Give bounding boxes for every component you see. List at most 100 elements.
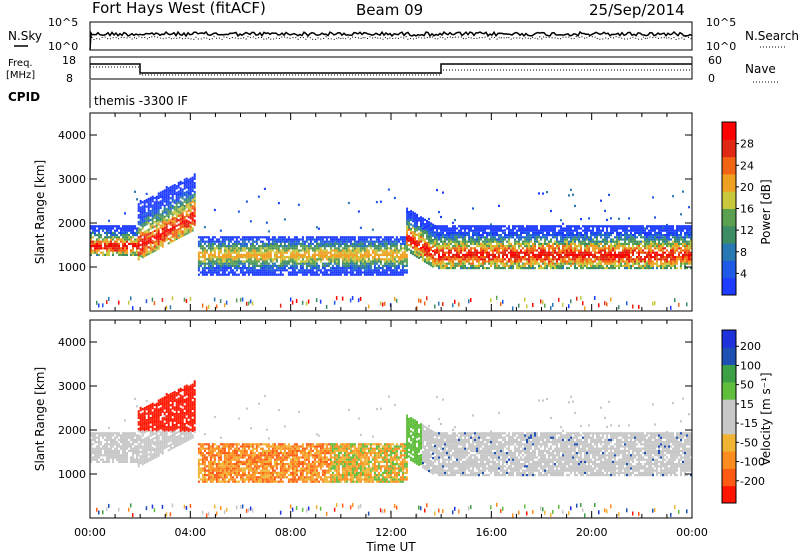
power-cell [363, 253, 366, 256]
power-cell [321, 251, 324, 254]
power-cell [658, 242, 660, 245]
power-cell [648, 240, 650, 243]
power-cell [460, 242, 462, 245]
power-cell [102, 251, 104, 254]
power-cell [612, 240, 614, 243]
power-cell [498, 229, 500, 232]
power-cell [295, 258, 298, 261]
power-cell [293, 260, 296, 263]
power-cell [231, 258, 234, 261]
power-cell [536, 249, 538, 252]
power-cell [542, 242, 544, 245]
power-cell [189, 228, 192, 231]
power-cell [147, 217, 150, 220]
power-cell [217, 262, 220, 265]
power-cell [289, 260, 292, 263]
power-cell [299, 249, 302, 252]
power-cell [357, 271, 360, 274]
power-cell [486, 249, 488, 252]
power-cell [604, 301, 606, 306]
power-cell [116, 225, 118, 228]
power-cell [295, 264, 298, 267]
power-cell [136, 234, 138, 237]
power-cell [387, 267, 390, 270]
power-cell [355, 249, 358, 252]
power-cell [658, 238, 660, 241]
power-cell [492, 245, 494, 248]
power-cell [147, 213, 150, 216]
power-cell [279, 238, 282, 241]
power-cell [209, 262, 212, 265]
power-cell [656, 267, 658, 270]
power-cell [610, 242, 612, 245]
power-cell [217, 247, 220, 250]
power-cell [572, 249, 574, 252]
power-cell [301, 247, 304, 250]
power-cell [522, 229, 524, 232]
power-cell [90, 238, 92, 241]
power-cell [664, 267, 666, 270]
power-cell [532, 260, 534, 263]
power-cell [628, 258, 630, 261]
power-cell [327, 269, 330, 272]
power-cell [141, 201, 144, 204]
power-cell [399, 247, 402, 250]
power-cell [626, 260, 628, 263]
power-cell [490, 298, 492, 303]
power-cell [171, 213, 174, 216]
power-cell [530, 249, 532, 252]
power-cell [524, 264, 526, 267]
power-cell [303, 271, 306, 274]
power-cell [658, 264, 660, 267]
power-cell [418, 250, 420, 253]
power-cell [363, 236, 366, 239]
power-cell [151, 219, 154, 223]
power-cell [594, 249, 596, 252]
power-cell [510, 251, 512, 254]
power-cell [450, 258, 452, 261]
power-cell [299, 271, 302, 274]
power-cell [464, 256, 466, 259]
power-cell [343, 247, 346, 250]
power-cell [375, 251, 378, 254]
power-cell [648, 251, 650, 254]
power-cell [586, 249, 588, 252]
power-cell [171, 215, 174, 218]
power-cell [177, 184, 180, 187]
power-cell [586, 242, 588, 245]
power-cell [660, 262, 662, 265]
power-cell [343, 271, 346, 274]
power-cell [454, 299, 456, 304]
power-cell [365, 240, 368, 243]
power-cell [478, 245, 480, 248]
power-cell [406, 245, 409, 248]
power-cell [426, 237, 428, 240]
power-cell [375, 260, 378, 263]
power-cell [255, 251, 258, 254]
power-cell [494, 240, 496, 243]
power-cell [339, 242, 342, 245]
power-cell [504, 267, 506, 270]
power-cell [598, 245, 600, 248]
power-cell [670, 231, 672, 234]
power-cell [139, 235, 142, 238]
power-cell [189, 186, 192, 189]
power-cell [203, 262, 206, 265]
power-cell [500, 242, 502, 245]
power-cell [406, 231, 409, 234]
power-cell [486, 236, 488, 239]
power-cell [339, 240, 342, 243]
power-cell [385, 256, 388, 259]
power-cell [604, 209, 606, 212]
power-cell [149, 240, 152, 243]
power-cell [375, 236, 378, 239]
power-cell [289, 240, 292, 243]
power-cell [598, 251, 600, 254]
power-cell [173, 221, 176, 224]
power-cell [520, 227, 522, 230]
power-cell [652, 225, 654, 228]
power-cell [668, 234, 670, 237]
power-cell [165, 190, 168, 193]
power-cell [126, 229, 128, 232]
power-cell [650, 262, 652, 265]
